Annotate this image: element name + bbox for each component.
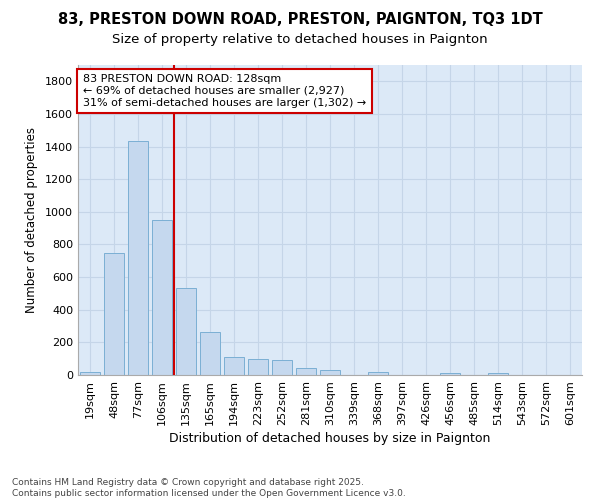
Text: 83 PRESTON DOWN ROAD: 128sqm
← 69% of detached houses are smaller (2,927)
31% of: 83 PRESTON DOWN ROAD: 128sqm ← 69% of de… — [83, 74, 366, 108]
Y-axis label: Number of detached properties: Number of detached properties — [25, 127, 38, 313]
X-axis label: Distribution of detached houses by size in Paignton: Distribution of detached houses by size … — [169, 432, 491, 445]
Bar — [200, 332, 220, 375]
Bar — [176, 288, 196, 375]
Bar — [272, 360, 292, 375]
Bar — [224, 357, 244, 375]
Bar — [128, 141, 148, 375]
Text: 83, PRESTON DOWN ROAD, PRESTON, PAIGNTON, TQ3 1DT: 83, PRESTON DOWN ROAD, PRESTON, PAIGNTON… — [58, 12, 542, 28]
Bar — [368, 372, 388, 375]
Bar — [488, 372, 508, 375]
Text: Size of property relative to detached houses in Paignton: Size of property relative to detached ho… — [112, 32, 488, 46]
Text: Contains HM Land Registry data © Crown copyright and database right 2025.
Contai: Contains HM Land Registry data © Crown c… — [12, 478, 406, 498]
Bar — [80, 372, 100, 375]
Bar — [152, 220, 172, 375]
Bar — [248, 358, 268, 375]
Bar — [104, 252, 124, 375]
Bar — [296, 368, 316, 375]
Bar — [320, 370, 340, 375]
Bar — [440, 372, 460, 375]
